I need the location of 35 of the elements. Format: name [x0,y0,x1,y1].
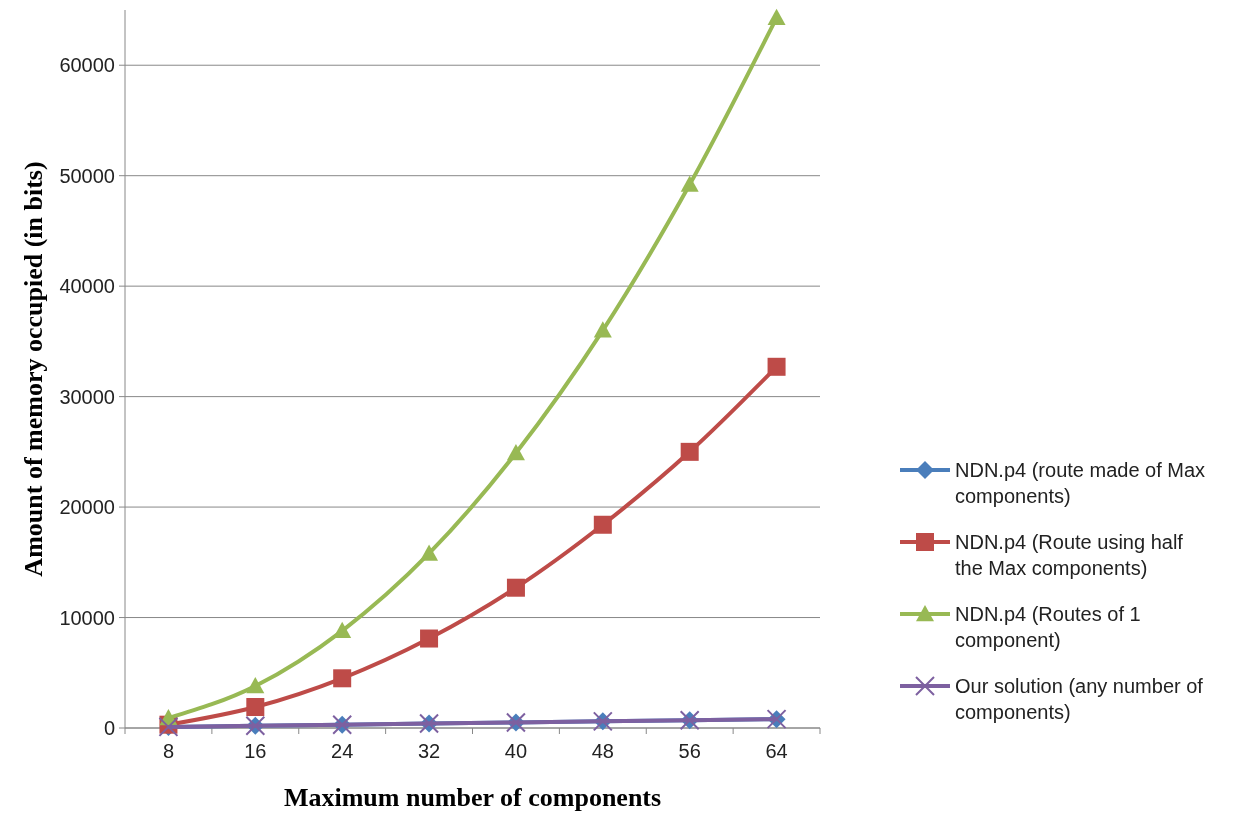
point [767,357,786,376]
point [333,669,352,688]
x-axis-title: Maximum number of components [283,783,662,812]
legend-label: NDN.p4 (Routes of 1 component) [955,603,1141,651]
point [506,443,525,461]
point [246,677,265,694]
x-tick-label: 16 [244,740,267,762]
x-tick-label: 64 [765,740,788,762]
point [767,8,786,25]
point [420,544,439,561]
point [680,175,699,192]
x-tick-label: 56 [678,740,701,762]
point [246,698,265,717]
y-tick-label: 40000 [59,275,115,298]
legend-label: NDN.p4 (Route using half the Max components) [955,531,1184,579]
y-tick-label: 10000 [59,606,115,629]
legend-label: Our solution (any number of components) [955,675,1204,723]
y-tick-label: 20000 [59,496,115,519]
y-tick-label: 50000 [59,164,115,187]
y-tick-label: 30000 [59,385,115,408]
x-tick-label: 8 [162,740,174,762]
y-axis-title: Amount of memory occupied (in bits) [19,161,48,577]
x-tick-label: 48 [591,740,614,762]
point [506,578,525,597]
point [593,321,612,338]
legend-label: NDN.p4 (route made of Max components) [955,459,1206,507]
point [333,621,352,638]
x-tick-label: 24 [331,740,354,762]
x-tick-label: 32 [417,740,441,762]
point [680,442,699,461]
y-tick-label: 60000 [59,54,115,77]
x-tick-label: 40 [504,740,528,762]
point [420,629,439,648]
y-tick-label: 0 [103,717,115,739]
point [593,515,612,534]
